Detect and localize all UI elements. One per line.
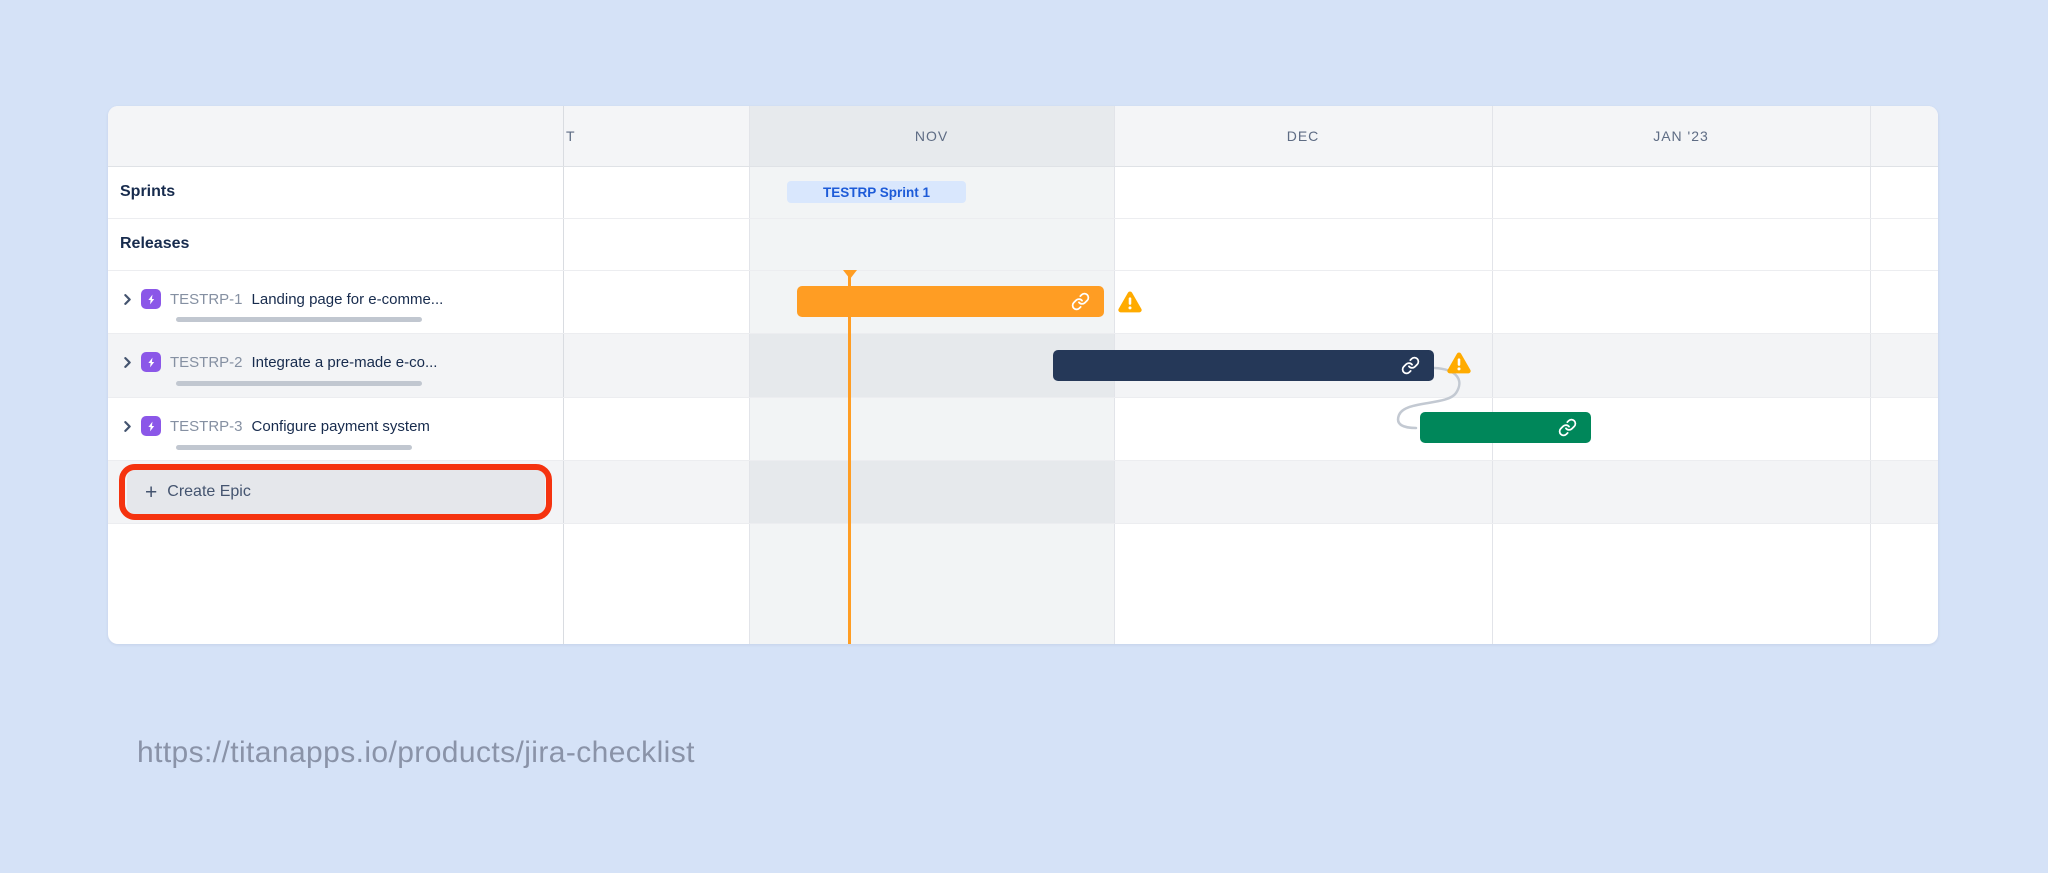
epic-title: Configure payment system — [251, 417, 430, 435]
warning-icon[interactable] — [1445, 349, 1473, 377]
list-divider — [563, 106, 564, 644]
gantt-bar-testrp-2[interactable] — [1053, 350, 1434, 381]
warning-icon[interactable] — [1116, 288, 1144, 316]
month-header-dec: DEC — [1286, 128, 1320, 144]
gantt-bar-testrp-1[interactable] — [797, 286, 1104, 317]
link-icon — [1558, 418, 1577, 437]
month-header-jan23: JAN '23 — [1653, 128, 1709, 144]
create-epic-label: Create Epic — [167, 483, 251, 500]
epic-icon — [141, 416, 161, 436]
gantt-bar-testrp-3[interactable] — [1420, 412, 1591, 443]
epic-progress-bar — [176, 445, 412, 450]
gridline-vertical — [1492, 106, 1493, 644]
gridline-horizontal — [108, 397, 1938, 398]
header-bottom-line — [108, 166, 1938, 167]
gridline-vertical — [1870, 106, 1871, 644]
row-label-sprints: Sprints — [120, 183, 176, 200]
epic-key: TESTRP-1 — [170, 290, 243, 308]
gridline-horizontal — [108, 333, 1938, 334]
epic-icon — [141, 289, 161, 309]
epic-row-testrp-2[interactable]: TESTRP-2 Integrate a pre-made e-co... — [170, 349, 437, 375]
link-icon — [1401, 356, 1420, 375]
gridline-horizontal — [108, 270, 1938, 271]
url-caption: https://titanapps.io/products/jira-check… — [137, 736, 695, 769]
timeline-panel: T NOV DEC JAN '23 Sprints Releases TESTR… — [108, 106, 1938, 644]
row-stripe — [108, 333, 1938, 397]
epic-key: TESTRP-2 — [170, 353, 243, 371]
timeline-header — [108, 106, 1938, 166]
chevron-right-icon[interactable] — [120, 355, 134, 369]
row-label-releases: Releases — [120, 235, 190, 252]
link-icon — [1071, 292, 1090, 311]
month-header-nov: NOV — [914, 128, 949, 144]
chevron-right-icon[interactable] — [120, 292, 134, 306]
gridline-vertical — [749, 106, 750, 644]
epic-progress-bar — [176, 317, 422, 322]
month-header-oct-partial: T — [566, 128, 576, 144]
epic-title: Integrate a pre-made e-co... — [251, 353, 438, 371]
gridline-horizontal — [108, 218, 1938, 219]
annotation-highlight-ring — [119, 464, 552, 520]
epic-title: Landing page for e-comme... — [251, 290, 444, 308]
gridline-horizontal — [108, 460, 1938, 461]
gridline-horizontal — [108, 523, 1938, 524]
epic-progress-bar — [176, 381, 422, 386]
epic-key: TESTRP-3 — [170, 417, 243, 435]
today-marker-triangle — [843, 270, 857, 279]
epic-icon — [141, 352, 161, 372]
chevron-right-icon[interactable] — [120, 419, 134, 433]
epic-row-testrp-3[interactable]: TESTRP-3 Configure payment system — [170, 413, 430, 439]
epic-row-testrp-1[interactable]: TESTRP-1 Landing page for e-comme... — [170, 286, 443, 312]
today-marker-line — [848, 270, 851, 644]
sprint-chip[interactable]: TESTRP Sprint 1 — [787, 181, 966, 203]
create-epic-button[interactable]: + Create Epic — [127, 470, 545, 514]
plus-icon: + — [145, 480, 158, 504]
